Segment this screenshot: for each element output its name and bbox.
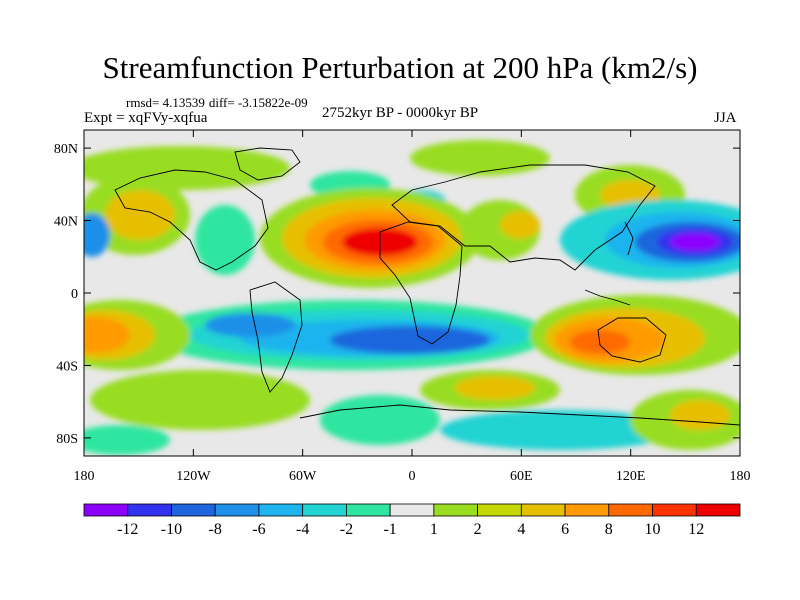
contour-region	[205, 313, 295, 337]
colorbar-segment	[171, 503, 216, 517]
contour-region	[84, 425, 170, 455]
north-america-coast	[114, 169, 269, 271]
colorbar-segment	[345, 503, 391, 517]
colorbar-segment	[520, 503, 566, 517]
season-label: JJA	[714, 110, 737, 126]
colorbar-label: -8	[209, 521, 222, 538]
lat-tick-label: 80N	[54, 142, 78, 157]
colorbar-segment	[302, 503, 347, 517]
greenland-coast	[234, 147, 301, 181]
australia-coast	[597, 317, 667, 363]
contour-field	[84, 140, 740, 455]
colorbar-segment	[389, 503, 435, 517]
colorbar-label: 10	[645, 521, 661, 538]
colorbar-label: 4	[517, 521, 525, 538]
chart-title: Streamfunction Perturbation at 200 hPa (…	[102, 50, 698, 85]
colorbar-label: 6	[561, 521, 569, 538]
contour-region	[670, 400, 730, 430]
colorbar-label: 12	[688, 521, 704, 538]
colorbar-segment	[214, 503, 260, 517]
eurasia-coast	[391, 164, 656, 271]
lon-tick-label: 120W	[176, 469, 211, 484]
indonesia-coast	[584, 289, 631, 306]
contour-region	[84, 317, 130, 353]
colorbar-label: -1	[383, 521, 396, 538]
colorbar-segment	[652, 503, 697, 517]
lat-tick-label: 0	[71, 287, 78, 302]
colorbar-label: -4	[296, 521, 309, 538]
lon-tick-label: 60E	[510, 469, 533, 484]
colorbar-label: -6	[252, 521, 265, 538]
lon-tick-label: 180	[74, 469, 95, 484]
colorbar-label: 2	[474, 521, 482, 538]
contour-region	[90, 370, 310, 430]
contour-region	[670, 233, 720, 251]
colorbar-segment	[608, 503, 653, 517]
lon-axis: 180 120W 60W 0 60E 120E 180	[74, 130, 751, 484]
contour-region	[500, 211, 540, 239]
colorbar: -12 -10 -8 -6 -4 -2 -1 1 2 4 6 8 10 12	[83, 503, 741, 538]
lat-axis: 80N 40N 0 40S 80S	[54, 142, 740, 447]
colorbar-label: -12	[117, 521, 138, 538]
colorbar-label: 8	[605, 521, 613, 538]
contour-region	[330, 326, 490, 354]
japan-coast	[624, 221, 634, 256]
lon-tick-label: 60W	[289, 469, 317, 484]
colorbar-label: -10	[161, 521, 182, 538]
colorbar-segment	[477, 503, 522, 517]
diff-stat: diff= -3.15822e-09	[208, 95, 308, 110]
colorbar-label: 1	[430, 521, 438, 538]
colorbar-segment	[127, 503, 172, 517]
colorbar-segment	[433, 503, 479, 517]
colorbar-label: -2	[340, 521, 353, 538]
lat-tick-label: 40S	[56, 359, 78, 374]
colorbar-segment	[564, 503, 610, 517]
lat-tick-label: 80S	[56, 432, 78, 447]
lon-tick-label: 180	[730, 469, 751, 484]
contour-region	[195, 205, 255, 275]
colorbar-segment	[258, 503, 304, 517]
period-label: 2752kyr BP - 0000kyr BP	[322, 105, 479, 121]
contour-region	[440, 410, 680, 450]
south-america-coast	[249, 281, 303, 393]
lon-tick-label: 0	[409, 469, 416, 484]
lat-tick-label: 40N	[54, 215, 78, 230]
experiment-label: Expt = xqFVy-xqfua	[84, 110, 208, 126]
colorbar-segment	[695, 503, 741, 517]
contour-region	[84, 213, 110, 257]
colorbar-segment	[83, 503, 129, 517]
contour-region	[105, 190, 175, 240]
antarctica-coast	[299, 404, 740, 426]
rmsd-stat: rmsd= 4.13539	[126, 95, 205, 110]
lon-tick-label: 120E	[616, 469, 646, 484]
contour-region	[455, 376, 535, 400]
contour-region	[320, 395, 440, 445]
stats-line: rmsd= 4.13539 diff= -3.15822e-09	[126, 95, 312, 111]
contour-region	[410, 140, 550, 176]
coastlines	[114, 147, 740, 426]
